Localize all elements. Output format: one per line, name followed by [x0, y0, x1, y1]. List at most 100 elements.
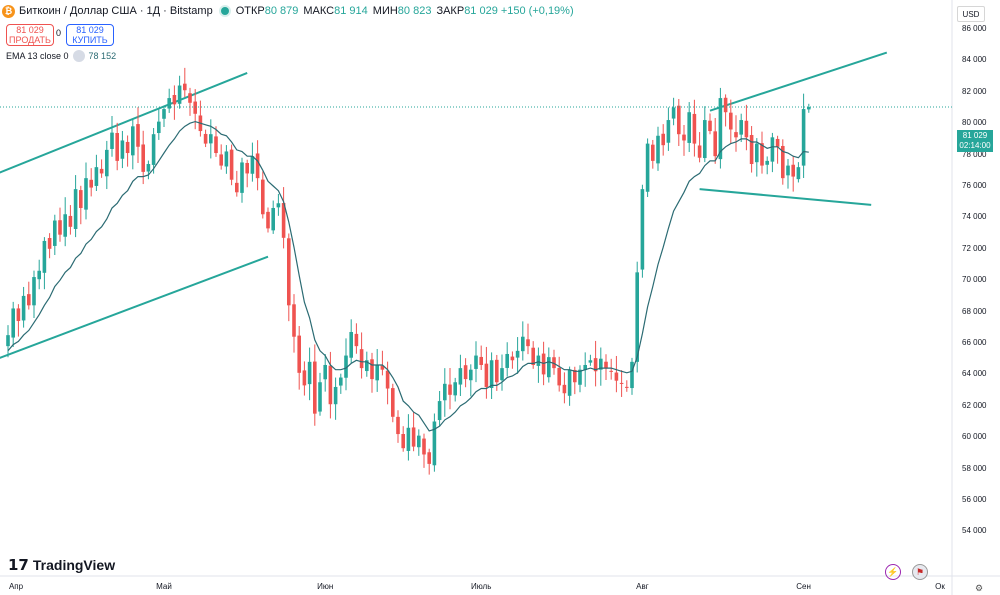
candle-body — [53, 220, 57, 246]
candle-body — [391, 388, 395, 417]
price-tick-label: 80 000 — [962, 118, 987, 128]
candle-body — [328, 365, 333, 405]
candle-body — [573, 369, 577, 383]
price-tick-label: 54 000 — [962, 526, 987, 536]
symbol-title[interactable]: Биткоин / Доллар США · 1Д · Bitstamp — [19, 5, 213, 17]
candle-body — [755, 143, 759, 163]
candle-body — [515, 350, 520, 358]
trendline-spring-upper — [0, 72, 248, 174]
us-flag-icon[interactable]: ⚑ — [912, 564, 928, 580]
candle-body — [677, 105, 681, 135]
candle-body — [775, 138, 780, 147]
candle-body — [557, 367, 561, 386]
candle-body — [443, 383, 447, 401]
ema-value: 78 152 — [88, 51, 117, 61]
last-price-tag: 81 029 02:14:00 — [957, 130, 993, 152]
time-tick-label: Апр — [8, 582, 24, 591]
candle-body — [703, 120, 707, 159]
ema-line — [7, 120, 809, 432]
candle-body — [271, 207, 275, 231]
tradingview-logo[interactable]: 𝟭𝟳 TradingView — [8, 556, 115, 574]
market-open-icon — [220, 7, 229, 15]
candle-body — [749, 135, 754, 165]
candle-body — [661, 133, 665, 146]
trendline-sep-lower — [699, 188, 872, 206]
candle-body — [349, 332, 353, 358]
candle-body — [229, 149, 234, 180]
candle-body — [146, 164, 151, 172]
candle-body — [604, 361, 608, 369]
candle-body — [21, 295, 26, 321]
candle-body — [203, 133, 208, 144]
high-label: МАКС — [303, 5, 335, 17]
candle-body — [411, 427, 416, 447]
candle-body — [770, 137, 775, 162]
candle-body — [552, 357, 556, 369]
sell-button[interactable]: 81 029 ПРОДАТЬ — [6, 24, 54, 46]
candle-body — [713, 131, 717, 157]
price-tick-label: 66 000 — [962, 338, 987, 347]
candle-body — [739, 120, 743, 135]
candle-body — [791, 164, 795, 177]
candle-body — [484, 363, 489, 387]
candle-body — [640, 189, 645, 270]
candle-body — [219, 154, 223, 166]
candle-body — [619, 382, 624, 384]
candle-body — [651, 144, 655, 161]
tradingview-wordmark: TradingView — [32, 557, 116, 573]
candle-body — [151, 134, 156, 165]
settings-gear-icon[interactable]: ⚙ — [974, 582, 984, 593]
ema-indicator-legend[interactable]: EMA 13 close 0 78 152 — [6, 50, 116, 62]
candle-body — [261, 179, 265, 215]
candle-body — [801, 109, 806, 166]
candle-body — [521, 336, 525, 352]
trendline-spring-lower — [0, 255, 269, 359]
price-tick-label: 72 000 — [962, 243, 987, 253]
candle-body — [593, 358, 598, 372]
candle-body — [131, 126, 135, 156]
candle-body — [214, 136, 218, 154]
candle-body — [432, 421, 437, 466]
low-value: 80 823 — [397, 5, 432, 17]
open-label: ОТКР — [235, 5, 265, 17]
candle-body — [16, 308, 21, 322]
candle-body — [453, 382, 457, 396]
sell-label: ПРОДАТЬ — [9, 35, 51, 45]
candle-body — [645, 143, 650, 192]
lightning-icon[interactable]: ⚡ — [885, 564, 901, 580]
buy-button[interactable]: 81 029 КУПИТЬ — [66, 24, 114, 46]
candle-body — [318, 382, 322, 412]
candle-body — [380, 365, 385, 370]
candle-body — [68, 215, 73, 227]
candle-body — [567, 369, 572, 396]
currency-selector[interactable]: USD — [957, 6, 985, 22]
time-tick-label: Май — [156, 582, 172, 591]
candle-body — [599, 358, 603, 370]
candle-body — [583, 364, 587, 371]
candle-body — [183, 83, 187, 91]
candle-body — [448, 384, 452, 395]
candle-body — [32, 277, 36, 306]
candle-body — [630, 361, 634, 389]
candle-body — [73, 189, 78, 229]
candle-body — [172, 94, 177, 105]
candle-body — [531, 347, 535, 365]
candle-body — [47, 237, 52, 249]
candle-body — [401, 433, 405, 449]
candle-body — [729, 112, 733, 130]
spread-value: 0 — [56, 28, 62, 38]
candle-body — [188, 93, 192, 103]
candle-body — [302, 370, 307, 386]
candle-body — [297, 335, 301, 373]
price-tick-label: 68 000 — [962, 306, 987, 316]
candle-body — [406, 427, 411, 451]
price-tick-label: 62 000 — [962, 400, 987, 410]
price-tick-label: 64 000 — [962, 369, 987, 379]
candle-body — [359, 349, 364, 369]
candle-body — [240, 162, 244, 193]
visibility-eye-icon[interactable] — [72, 50, 85, 62]
tradingview-mark-icon: 𝟭𝟳 — [8, 556, 29, 574]
candle-body — [84, 178, 88, 210]
candle-body — [333, 386, 338, 405]
